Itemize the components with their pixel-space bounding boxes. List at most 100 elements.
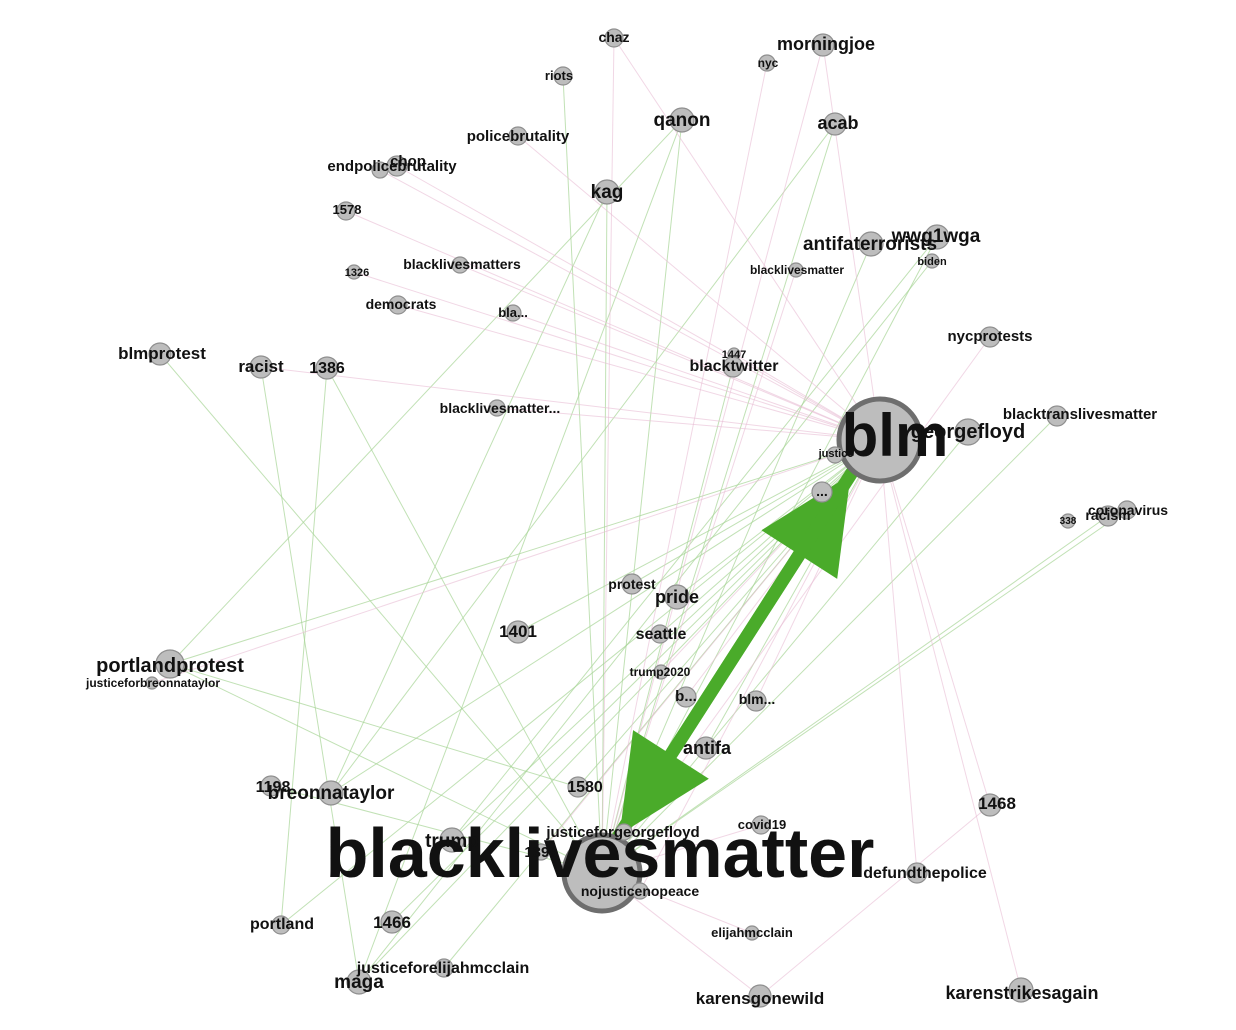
node-blacktranslivesmatter[interactable] [1046, 405, 1068, 427]
edge-karenstrikesagain-blm [879, 439, 1022, 991]
edge-blacktwitter-blacklivesmatter [601, 366, 734, 874]
edge-bla-blm [512, 312, 881, 441]
node-n338[interactable] [1060, 513, 1076, 529]
node-justiceforgeorgefloyd[interactable] [615, 823, 633, 841]
node-label-n1198: 1198 [256, 779, 291, 796]
node-label-blm: blm [842, 402, 949, 469]
node-qanon[interactable] [669, 107, 695, 133]
arrowhead-blacklivesmatter [619, 730, 709, 835]
node-karensgonewild[interactable] [748, 984, 772, 1008]
node-pride[interactable] [664, 584, 690, 610]
node-antifaterrorists[interactable] [858, 231, 884, 257]
node-justice[interactable] [826, 446, 844, 464]
node-n1580[interactable] [567, 776, 589, 798]
node-b[interactable] [675, 686, 697, 708]
node-trump[interactable] [439, 827, 465, 853]
node-wwg1wga[interactable] [924, 224, 950, 250]
node-label-breonnataylor: breonnataylor [268, 783, 395, 804]
node-label-blacklivesmatter: blacklivesmatter [326, 814, 875, 892]
node-acab[interactable] [823, 112, 847, 136]
node-democrats[interactable] [388, 295, 408, 315]
edge-kag-breonnataylor [330, 191, 608, 794]
node-n1466[interactable] [380, 910, 404, 934]
node-chop[interactable] [386, 155, 408, 177]
edge-racism-blacklivesmatter [601, 515, 1109, 874]
node-morningjoe[interactable] [811, 33, 835, 57]
node-n1386[interactable] [315, 356, 339, 380]
node-justiceforelijahmcclain[interactable] [434, 958, 454, 978]
node-chaz[interactable] [604, 28, 624, 48]
node-label-protest: protest [608, 576, 656, 592]
node-racist[interactable] [249, 355, 273, 379]
strong-edges-layer [607, 458, 865, 849]
node-seattle[interactable] [650, 624, 670, 644]
node-maga[interactable] [346, 969, 372, 995]
node-blacklivesmatter2[interactable] [788, 262, 804, 278]
node-label-kag: kag [591, 182, 624, 203]
node-label-blacklivesmatters: blacklivesmatters [403, 256, 521, 272]
node-label-justiceforelijahmcclain: justiceforelijahmcclain [356, 960, 530, 977]
node-georgefloyd[interactable] [954, 418, 982, 446]
node-racism[interactable] [1097, 505, 1119, 527]
node-label-wwg1wga: wwg1wga [891, 226, 981, 247]
node-n1326[interactable] [346, 264, 362, 280]
node-label-morningjoe: morningjoe [777, 34, 875, 54]
node-biden[interactable] [924, 253, 940, 269]
edge-portlandprotest-n1580 [169, 663, 579, 788]
node-n1198[interactable] [260, 775, 282, 797]
node-n1468[interactable] [978, 793, 1002, 817]
node-blacklivesmatter3[interactable] [488, 399, 506, 417]
node-n1578[interactable] [336, 201, 356, 221]
node-label-karenstrikesagain: karenstrikesagain [945, 983, 1098, 1003]
edge-chaz-blacklivesmatter [601, 37, 615, 874]
edge-qanon-blacklivesmatter [601, 119, 683, 874]
node-blm2[interactable] [745, 690, 767, 712]
edge-n1326-blm [353, 271, 881, 441]
node-blacktwitter[interactable] [722, 356, 744, 378]
node-defundthepolice[interactable] [906, 862, 928, 884]
node-label-n1401: 1401 [499, 622, 537, 641]
node-trump2020[interactable] [653, 664, 669, 680]
node-protest[interactable] [621, 573, 643, 595]
edge-blacklivesmatters-blm [459, 264, 881, 441]
node-label-policebrutality: policebrutality [467, 128, 570, 145]
node-ellipsis[interactable] [811, 481, 833, 503]
node-coronavirus[interactable] [1117, 500, 1137, 520]
node-antifa[interactable] [694, 736, 718, 760]
node-portland[interactable] [271, 915, 291, 935]
node-nycprotests[interactable] [979, 326, 1001, 348]
node-elijahmcclain[interactable] [744, 925, 760, 941]
node-n1399[interactable] [532, 843, 550, 861]
node-policebrutality[interactable] [508, 126, 528, 146]
node-label-trump2020: trump2020 [630, 665, 691, 679]
node-blacklivesmatter[interactable] [561, 832, 643, 914]
node-blmprotest[interactable] [148, 342, 172, 366]
node-karenstrikesagain[interactable] [1008, 977, 1034, 1003]
nodes-layer [145, 28, 1137, 1008]
node-label-n1468: 1468 [978, 794, 1016, 813]
node-label-elijahmcclain: elijahmcclain [711, 925, 793, 940]
edge-defundthepolice-blm [879, 439, 918, 874]
node-label-blmprotest: blmprotest [118, 344, 206, 363]
node-blm[interactable] [836, 396, 924, 484]
node-n1401[interactable] [506, 620, 530, 644]
strong-edge-blm-blacklivesmatter [665, 458, 865, 758]
node-kag[interactable] [594, 179, 620, 205]
node-label-n1466: 1466 [373, 913, 411, 932]
edge-racist-blm [260, 366, 881, 441]
node-breonnataylor[interactable] [318, 780, 344, 806]
node-nojusticenopeace[interactable] [631, 882, 649, 900]
node-label-n1386: 1386 [309, 360, 345, 377]
node-label-covid19: covid19 [738, 817, 786, 832]
node-blacklivesmatters[interactable] [451, 256, 469, 274]
node-nyc[interactable] [758, 54, 776, 72]
node-label-blacklivesmatter2: blacklivesmatter [750, 263, 844, 277]
edge-democrats-blm [397, 304, 881, 441]
node-riots[interactable] [553, 66, 573, 86]
node-covid19[interactable] [751, 815, 771, 835]
node-portlandprotest[interactable] [155, 649, 185, 679]
node-bla[interactable] [504, 304, 522, 322]
node-justiceforbreonnataylor[interactable] [145, 676, 159, 690]
edge-n1578-blm [345, 210, 881, 441]
